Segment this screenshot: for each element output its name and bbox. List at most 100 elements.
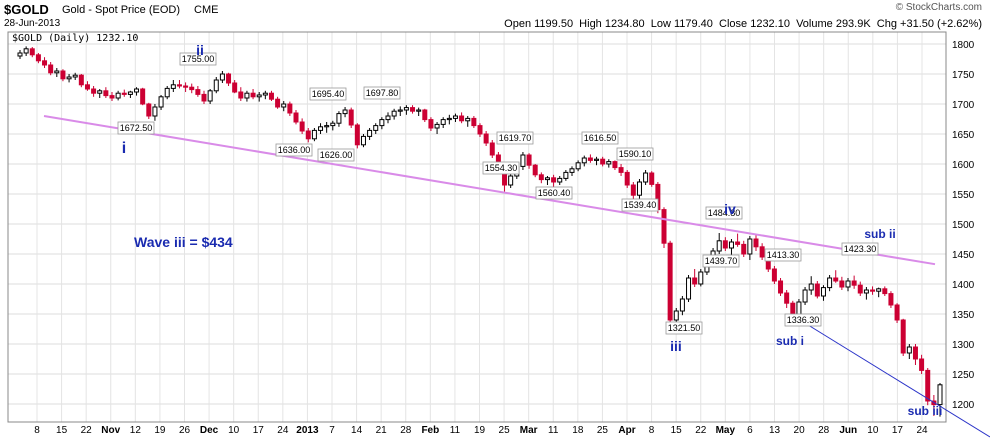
chart-legend: $GOLD (Daily) 1232.10: [12, 33, 139, 44]
price-label-box: [841, 242, 879, 256]
candle-body: [471, 117, 477, 127]
candle-body: [845, 280, 851, 288]
candle-body: [226, 73, 232, 84]
candle-body: [925, 369, 931, 402]
candle-body: [121, 92, 127, 95]
candle-body: [78, 74, 84, 86]
candle-body: [575, 162, 581, 170]
x-tick-label: 19: [474, 425, 486, 436]
candle-body: [937, 384, 943, 406]
price-label-box: [535, 186, 573, 200]
candle-body: [753, 238, 759, 248]
candle-body: [164, 87, 170, 98]
candle-body: [612, 161, 618, 169]
candle-body: [686, 277, 692, 300]
wave-label: sub ii: [864, 227, 895, 241]
candle-body: [649, 172, 655, 185]
y-tick-label: 1350: [952, 310, 975, 321]
price-label: 1336.30: [787, 315, 820, 325]
candle-body: [434, 123, 440, 129]
wave-label: sub i: [776, 334, 804, 348]
candle-body: [330, 122, 336, 127]
candle-body: [305, 130, 311, 140]
candle-body: [863, 289, 869, 294]
candle-body: [778, 280, 784, 294]
candle-body: [526, 154, 532, 166]
price-label: 1697.80: [366, 88, 399, 98]
price-label: 1321.50: [668, 323, 701, 333]
header-watermark: © StockCharts.com: [895, 2, 982, 13]
x-tick-label: 13: [769, 425, 781, 436]
candle-body: [348, 109, 354, 126]
x-tick-label: 28: [818, 425, 830, 436]
candle-body: [262, 92, 268, 96]
candle-body: [342, 109, 348, 115]
candle-body: [232, 82, 238, 93]
candle-body: [385, 115, 391, 121]
x-tick-label: 20: [794, 425, 806, 436]
candle-body: [538, 174, 544, 181]
candle-body: [268, 92, 274, 100]
x-tick-label: 10: [867, 425, 879, 436]
x-tick-label: Nov: [101, 425, 120, 436]
x-tick-label: Feb: [421, 425, 439, 436]
candle-body: [140, 88, 146, 105]
candle-body: [367, 129, 373, 137]
x-tick-label: 18: [572, 425, 584, 436]
x-tick-label: 12: [130, 425, 142, 436]
price-label: 1554.30: [485, 163, 518, 173]
x-tick-label: 8: [34, 425, 40, 436]
candle-body: [318, 126, 324, 131]
candle-body: [581, 157, 587, 164]
price-label-box: [702, 254, 740, 268]
candle-body: [489, 142, 495, 156]
price-label: 1413.30: [767, 250, 800, 260]
x-tick-label: Jun: [839, 425, 857, 436]
x-tick-label: Apr: [618, 425, 635, 436]
price-label-box: [621, 198, 659, 212]
x-axis: 8 15 22 Nov 12 19 26 Dec 10 17 24 2013 7 14 21 28 Feb 11 1…: [34, 425, 928, 436]
x-tick-label: 10: [228, 425, 240, 436]
candle-body: [109, 95, 115, 99]
candle-body: [91, 88, 97, 94]
header-date: 28-Jun-2013: [4, 18, 61, 29]
candle-body: [403, 107, 409, 111]
price-label-box: [784, 313, 822, 327]
candle-body: [808, 283, 814, 291]
candle-body: [857, 284, 863, 294]
price-label-box: [179, 52, 217, 66]
price-label: 1423.30: [844, 244, 877, 254]
candle-body: [624, 171, 630, 186]
chart-gridlines: [8, 32, 946, 422]
candle-body: [452, 115, 458, 119]
candle-body: [802, 289, 808, 303]
price-label: 1484.80: [708, 208, 741, 218]
candle-body: [876, 288, 882, 292]
candle-body: [373, 125, 379, 131]
candle-body: [532, 164, 538, 176]
candle-body: [17, 52, 23, 57]
price-label: 1539.40: [624, 200, 657, 210]
candle-body: [293, 112, 299, 123]
candle-body: [379, 119, 385, 127]
wave-annotation: Wave iii = $434: [134, 234, 233, 250]
candle-body: [839, 280, 845, 288]
price-label: 1695.40: [312, 89, 345, 99]
header-ohlc: Open 1199.50 High 1234.80 Low 1179.40 Cl…: [504, 18, 982, 30]
candle-body: [508, 175, 514, 186]
candle-body: [158, 96, 164, 108]
candle-body: [716, 240, 722, 252]
x-tick-label: 22: [695, 425, 707, 436]
candle-body: [483, 133, 489, 144]
x-tick-label: 6: [747, 425, 753, 436]
price-label: 1590.10: [619, 149, 652, 159]
candle-body: [97, 90, 103, 94]
candle-body: [465, 117, 471, 122]
y-tick-label: 1800: [952, 40, 975, 51]
price-label: 1636.00: [278, 145, 311, 155]
candle-body: [636, 181, 642, 196]
price-label-box: [616, 147, 654, 161]
price-label-box: [705, 206, 743, 220]
x-tick-label: 26: [179, 425, 191, 436]
